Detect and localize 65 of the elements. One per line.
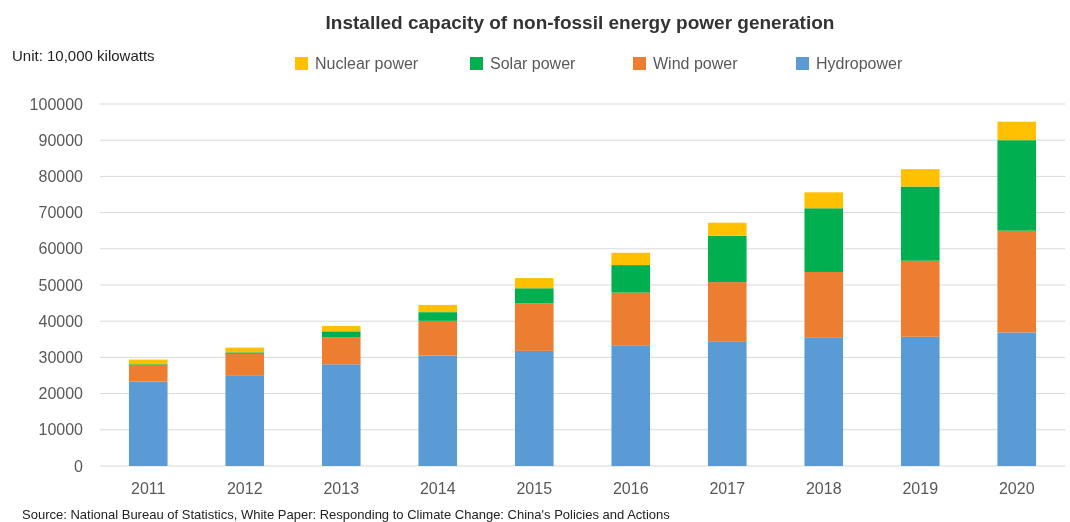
bar bbox=[900, 336, 940, 466]
bar bbox=[128, 365, 168, 382]
bar bbox=[804, 337, 844, 466]
bar bbox=[707, 341, 747, 466]
bar bbox=[997, 121, 1037, 141]
bar bbox=[514, 303, 554, 351]
bar bbox=[418, 355, 458, 466]
x-tick-label: 2015 bbox=[516, 480, 553, 497]
x-tick-label: 2013 bbox=[323, 480, 360, 497]
bar bbox=[514, 278, 554, 289]
y-tick-label: 60000 bbox=[38, 240, 84, 258]
legend-label: Solar power bbox=[490, 55, 577, 72]
source-note: Source: National Bureau of Statistics, White Paper: Responding to Climate Change: China's Policies and Actions bbox=[22, 507, 671, 522]
bar bbox=[611, 292, 651, 346]
bar bbox=[418, 304, 458, 313]
bar bbox=[611, 265, 651, 293]
bar bbox=[900, 186, 940, 261]
bar bbox=[997, 230, 1037, 333]
legend-label: Nuclear power bbox=[315, 55, 419, 72]
bar bbox=[128, 359, 168, 365]
bar bbox=[321, 325, 361, 332]
bar bbox=[321, 337, 361, 365]
y-tick-label: 100000 bbox=[29, 95, 84, 113]
x-tick-label: 2018 bbox=[805, 480, 842, 497]
bar bbox=[900, 260, 940, 337]
legend-label: Wind power bbox=[653, 55, 739, 72]
x-tick-label: 2011 bbox=[131, 480, 166, 497]
bar bbox=[997, 332, 1037, 466]
chart-title: Installed capacity of non-fossil energy power generation bbox=[325, 12, 835, 33]
bar bbox=[611, 252, 651, 266]
bar bbox=[707, 222, 747, 236]
bar bbox=[321, 364, 361, 466]
bar bbox=[128, 381, 168, 466]
bar bbox=[514, 288, 554, 304]
y-tick-label: 10000 bbox=[38, 421, 84, 439]
bar bbox=[611, 345, 651, 466]
x-tick-label: 2016 bbox=[612, 480, 649, 497]
x-tick-label: 2019 bbox=[902, 480, 939, 497]
bar bbox=[321, 331, 361, 338]
y-tick-label: 40000 bbox=[38, 312, 84, 330]
bar bbox=[514, 350, 554, 466]
y-tick-label: 20000 bbox=[38, 385, 84, 403]
y-tick-label: 0 bbox=[74, 457, 84, 475]
bar bbox=[707, 282, 747, 342]
y-tick-label: 70000 bbox=[38, 204, 84, 222]
x-tick-label: 2017 bbox=[709, 480, 746, 497]
x-tick-label: 2020 bbox=[998, 480, 1035, 497]
bar bbox=[997, 140, 1037, 231]
bar bbox=[418, 312, 458, 321]
y-axis-title: Unit: 10,000 kilowatts bbox=[12, 47, 155, 64]
x-tick-label: 2014 bbox=[419, 480, 456, 497]
bar bbox=[804, 271, 844, 338]
bar bbox=[707, 235, 747, 283]
bar bbox=[804, 192, 844, 209]
bar bbox=[225, 353, 265, 376]
bar bbox=[900, 169, 940, 187]
x-tick-label: 2012 bbox=[226, 480, 263, 497]
y-tick-label: 30000 bbox=[38, 349, 84, 366]
y-tick-label: 80000 bbox=[38, 168, 84, 185]
bar bbox=[225, 375, 265, 466]
y-tick-label: 90000 bbox=[38, 131, 84, 149]
bar bbox=[804, 208, 844, 272]
y-tick-label: 50000 bbox=[38, 276, 84, 294]
legend-label: Hydropower bbox=[816, 55, 903, 72]
bar bbox=[418, 320, 458, 356]
